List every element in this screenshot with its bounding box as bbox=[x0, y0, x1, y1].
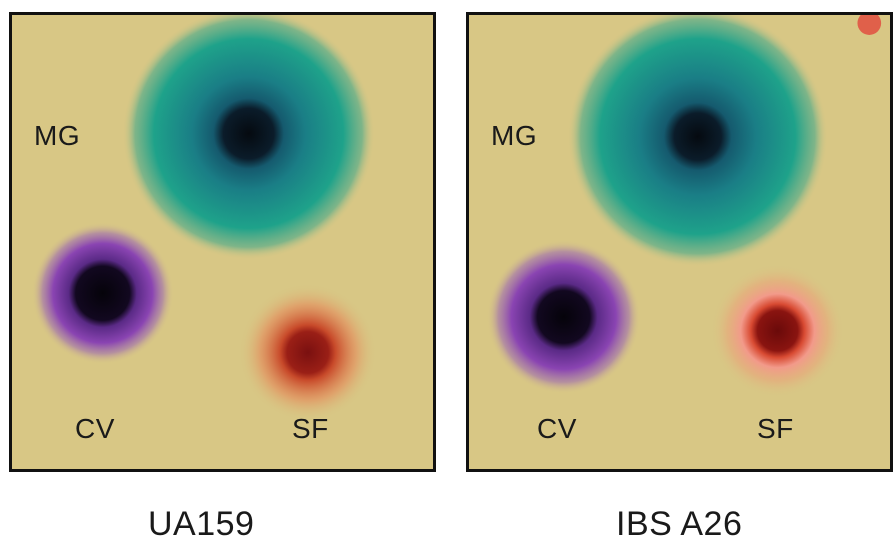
plate-ua159: MG CV SF bbox=[9, 12, 436, 472]
plate-ibs-a26-image bbox=[469, 15, 890, 469]
cv-label: CV bbox=[75, 413, 115, 444]
caption-ua159: UA159 bbox=[148, 505, 255, 543]
mg-zone bbox=[567, 15, 828, 267]
plate-ua159-image bbox=[12, 15, 433, 469]
sf-label: SF bbox=[292, 413, 329, 444]
sf-zone bbox=[710, 263, 845, 398]
plate-ibs-a26: MG CV SF bbox=[466, 12, 893, 472]
caption-ibs-a26: IBS A26 bbox=[616, 505, 743, 543]
mg-label: MG bbox=[34, 120, 81, 151]
cv-label: CV bbox=[537, 413, 577, 444]
cv-zone bbox=[31, 222, 174, 365]
sf-zone bbox=[238, 283, 377, 422]
red-spot bbox=[857, 15, 882, 35]
mg-zone bbox=[122, 15, 375, 260]
cv-zone bbox=[486, 240, 641, 394]
mg-label: MG bbox=[491, 120, 538, 151]
sf-label: SF bbox=[757, 413, 794, 444]
